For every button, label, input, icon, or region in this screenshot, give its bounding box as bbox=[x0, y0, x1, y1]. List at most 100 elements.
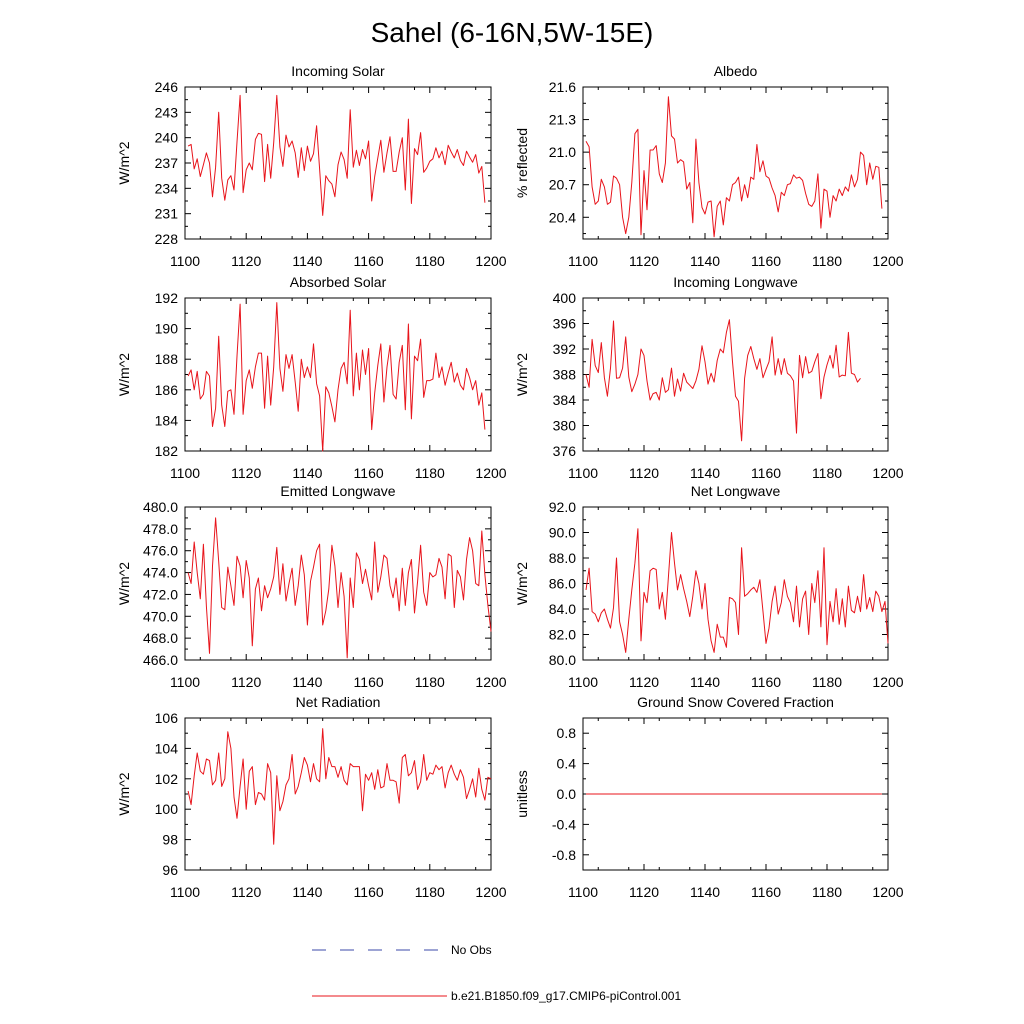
y-tick-label: 240 bbox=[155, 130, 179, 146]
x-tick-label: 1200 bbox=[872, 674, 903, 690]
y-tick-label: 82.0 bbox=[549, 627, 576, 643]
x-tick-label: 1120 bbox=[629, 253, 659, 269]
y-tick-label: 182 bbox=[155, 443, 179, 459]
x-tick-label: 1200 bbox=[872, 884, 903, 900]
y-tick-label: 388 bbox=[553, 367, 577, 383]
x-tick-label: 1180 bbox=[415, 465, 445, 481]
x-tick-label: 1100 bbox=[170, 674, 200, 690]
x-tick-label: 1180 bbox=[812, 253, 842, 269]
plot-frame bbox=[582, 506, 889, 661]
series-line-model bbox=[187, 728, 492, 845]
x-tick-label: 1100 bbox=[568, 674, 598, 690]
y-tick-label: 474.0 bbox=[143, 565, 178, 581]
x-tick-label: 1180 bbox=[415, 884, 445, 900]
panel-title: Net Longwave bbox=[691, 483, 781, 499]
x-tick-label: 1120 bbox=[629, 465, 659, 481]
x-tick-label: 1100 bbox=[170, 465, 200, 481]
y-tick-label: 468.0 bbox=[143, 630, 178, 646]
series-line-model bbox=[585, 96, 883, 238]
y-tick-label: 246 bbox=[155, 79, 179, 95]
x-tick-label: 1180 bbox=[415, 674, 445, 690]
y-tick-label: 92.0 bbox=[549, 499, 576, 515]
y-tick-label: 100 bbox=[155, 801, 179, 817]
x-tick-label: 1200 bbox=[475, 253, 506, 269]
y-axis-label: W/m^2 bbox=[514, 353, 530, 396]
x-tick-label: 1120 bbox=[629, 884, 659, 900]
series-line-model bbox=[585, 528, 889, 653]
x-tick-label: 1200 bbox=[475, 674, 506, 690]
x-tick-label: 1180 bbox=[415, 253, 445, 269]
x-tick-label: 1160 bbox=[354, 465, 384, 481]
x-tick-label: 1140 bbox=[690, 465, 720, 481]
y-tick-label: 380 bbox=[553, 418, 577, 434]
x-tick-label: 1160 bbox=[751, 253, 781, 269]
y-tick-label: 104 bbox=[155, 740, 179, 756]
panel-title: Incoming Solar bbox=[291, 63, 385, 79]
panel-title: Absorbed Solar bbox=[290, 274, 387, 290]
y-tick-label: -0.4 bbox=[552, 816, 576, 832]
x-tick-label: 1160 bbox=[751, 674, 781, 690]
y-tick-label: 384 bbox=[553, 392, 577, 408]
y-axis-label: unitless bbox=[514, 770, 530, 817]
figure-title: Sahel (6-16N,5W-15E) bbox=[371, 17, 654, 48]
x-tick-label: 1140 bbox=[690, 253, 720, 269]
x-tick-label: 1180 bbox=[812, 465, 842, 481]
plot-frame bbox=[582, 86, 889, 240]
y-tick-label: 478.0 bbox=[143, 521, 178, 537]
y-tick-label: 237 bbox=[155, 155, 179, 171]
x-tick-label: 1140 bbox=[292, 884, 322, 900]
panel-3: Absorbed Solar W/m^2 1100 1120 1140 1160 1180 1… bbox=[116, 274, 507, 481]
y-tick-label: 392 bbox=[553, 341, 577, 357]
plot-frame bbox=[184, 717, 492, 871]
y-tick-label: 466.0 bbox=[143, 652, 178, 668]
y-tick-label: 21.6 bbox=[549, 79, 576, 95]
x-tick-label: 1120 bbox=[231, 674, 261, 690]
x-tick-label: 1200 bbox=[872, 465, 903, 481]
y-tick-label: 106 bbox=[155, 710, 179, 726]
y-tick-label: 21.3 bbox=[549, 112, 576, 128]
y-tick-label: 400 bbox=[553, 290, 577, 306]
legend: No Obs b.e21.B1850.f09_g17.CMIP6-piContr… bbox=[312, 943, 681, 1003]
x-tick-label: 1200 bbox=[872, 253, 903, 269]
y-tick-label: 476.0 bbox=[143, 543, 178, 559]
y-tick-label: 20.7 bbox=[549, 177, 576, 193]
panel-title: Ground Snow Covered Fraction bbox=[637, 694, 834, 710]
x-tick-label: 1100 bbox=[170, 884, 200, 900]
y-tick-label: 88.0 bbox=[549, 550, 576, 566]
y-tick-label: 0.0 bbox=[557, 786, 577, 802]
x-tick-label: 1140 bbox=[690, 674, 720, 690]
y-axis-label: W/m^2 bbox=[116, 772, 132, 815]
panels: Incoming Solar W/m^2 1100 1120 1140 1160 1180 1… bbox=[116, 63, 904, 900]
y-tick-label: 21.0 bbox=[549, 144, 576, 160]
y-tick-label: 184 bbox=[155, 412, 179, 428]
x-tick-label: 1180 bbox=[812, 674, 842, 690]
series-line-model bbox=[187, 94, 486, 216]
panel-title: Incoming Longwave bbox=[673, 274, 798, 290]
y-axis-label: W/m^2 bbox=[514, 562, 530, 605]
x-tick-label: 1160 bbox=[354, 674, 384, 690]
x-tick-label: 1180 bbox=[812, 884, 842, 900]
y-tick-label: 243 bbox=[155, 104, 179, 120]
x-tick-label: 1160 bbox=[751, 465, 781, 481]
y-tick-label: 188 bbox=[155, 351, 179, 367]
series-line-model bbox=[187, 517, 492, 659]
y-axis-label: W/m^2 bbox=[116, 353, 132, 396]
panel-5: Emitted Longwave W/m^2 1100 1120 1140 1160 118… bbox=[116, 483, 507, 690]
y-tick-label: 102 bbox=[155, 771, 179, 787]
x-tick-label: 1160 bbox=[354, 884, 384, 900]
y-tick-label: 231 bbox=[155, 206, 179, 222]
panel-2: Albedo % reflected 1100 1120 1140 1160 1180 120… bbox=[514, 63, 904, 269]
y-axis-label: W/m^2 bbox=[116, 562, 132, 605]
x-tick-label: 1120 bbox=[231, 253, 261, 269]
y-tick-label: 98 bbox=[162, 832, 178, 848]
y-tick-label: 80.0 bbox=[549, 652, 576, 668]
y-tick-label: 20.4 bbox=[549, 209, 576, 225]
y-tick-label: 396 bbox=[553, 316, 577, 332]
y-tick-label: 86.0 bbox=[549, 576, 576, 592]
y-tick-label: 234 bbox=[155, 180, 179, 196]
x-tick-label: 1100 bbox=[568, 884, 598, 900]
series-line-model bbox=[585, 319, 861, 442]
legend-obs-label: No Obs bbox=[451, 943, 492, 957]
x-tick-label: 1100 bbox=[170, 253, 200, 269]
